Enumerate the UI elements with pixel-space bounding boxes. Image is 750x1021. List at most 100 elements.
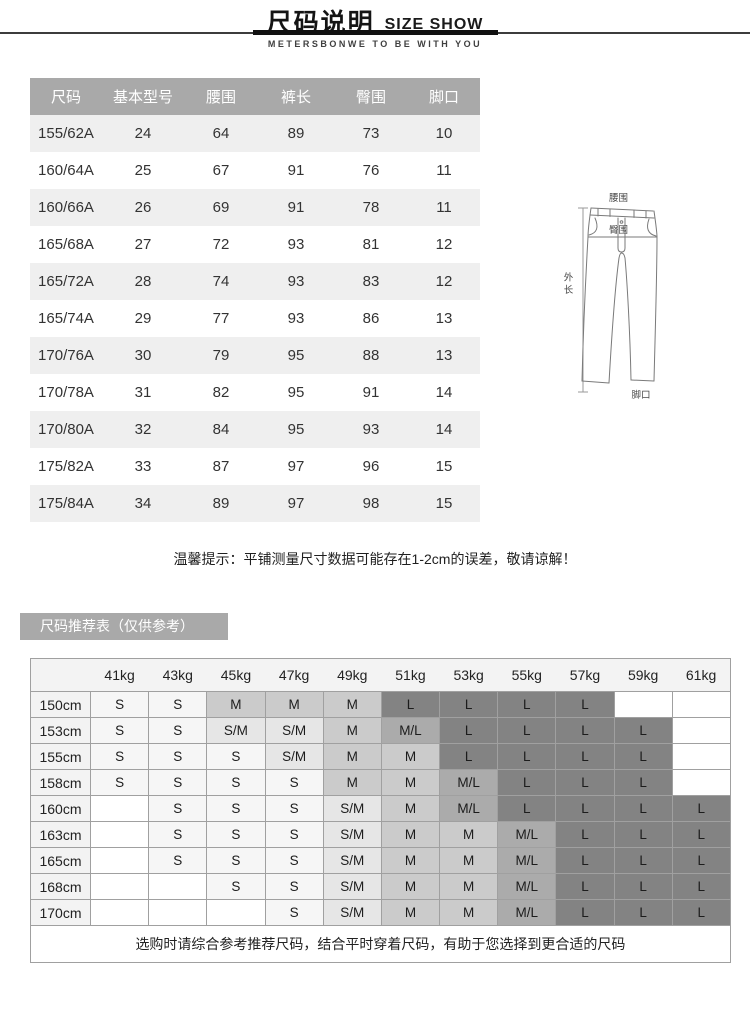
rec-size-cell bbox=[89, 795, 150, 822]
rec-size-cell: L bbox=[555, 899, 615, 926]
rec-size-cell: M bbox=[380, 795, 441, 822]
rec-size-cell: S bbox=[264, 769, 324, 796]
rec-size-cell: L bbox=[555, 795, 615, 822]
height-label: 158cm bbox=[30, 769, 91, 796]
weight-header: 49kg bbox=[323, 658, 382, 692]
size-cell: 64 bbox=[184, 115, 258, 152]
weight-header: 53kg bbox=[439, 658, 498, 692]
height-label: 155cm bbox=[30, 743, 91, 770]
rec-size-cell: S/M bbox=[264, 743, 324, 770]
size-cell: 98 bbox=[334, 485, 408, 522]
rec-size-cell: S bbox=[206, 847, 266, 874]
rec-size-cell: S bbox=[148, 795, 208, 822]
size-column-header: 裤长 bbox=[258, 78, 334, 115]
rec-size-cell: S bbox=[206, 873, 266, 900]
size-cell: 27 bbox=[102, 226, 184, 263]
rec-size-cell bbox=[89, 899, 150, 926]
size-cell: 13 bbox=[408, 337, 480, 374]
page-header: 尺码说明 SIZE SHOW METERSBONWE TO BE WITH YOU bbox=[0, 0, 750, 49]
rec-size-cell: L bbox=[555, 821, 615, 848]
size-cell: 95 bbox=[258, 337, 334, 374]
rec-size-cell: L bbox=[613, 847, 673, 874]
size-cell: 170/80A bbox=[30, 411, 102, 448]
rec-size-cell: L bbox=[613, 743, 673, 770]
rec-size-cell: S bbox=[264, 899, 324, 926]
size-cell: 96 bbox=[334, 448, 408, 485]
size-measurement-table: 尺码 基本型号 腰围 裤长 臀围 脚口 155/62A 24 64 89 73 10 160/64A 2… bbox=[30, 78, 480, 522]
size-cell: 170/76A bbox=[30, 337, 102, 374]
size-cell: 93 bbox=[258, 300, 334, 337]
size-cell: 86 bbox=[334, 300, 408, 337]
rec-size-cell: S/M bbox=[322, 847, 382, 874]
rec-size-cell: L bbox=[613, 769, 673, 796]
rec-size-cell: L bbox=[555, 691, 615, 718]
size-cell: 15 bbox=[408, 448, 480, 485]
size-column-header: 尺码 bbox=[30, 78, 102, 115]
rec-size-cell: M/L bbox=[497, 899, 557, 926]
size-cell: 93 bbox=[258, 226, 334, 263]
rec-size-cell: S bbox=[89, 717, 150, 744]
size-cell: 14 bbox=[408, 411, 480, 448]
size-cell: 87 bbox=[184, 448, 258, 485]
rec-table-row: 153cm S S S/M S/M M M/L L L L L bbox=[30, 717, 731, 744]
size-cell: 31 bbox=[102, 374, 184, 411]
height-label: 163cm bbox=[30, 821, 91, 848]
rec-size-cell: L bbox=[497, 743, 557, 770]
size-table-row: 170/80A 32 84 95 93 14 bbox=[30, 411, 480, 448]
rec-size-cell: L bbox=[671, 795, 731, 822]
size-table-row: 160/66A 26 69 91 78 11 bbox=[30, 189, 480, 226]
size-table-row: 165/68A 27 72 93 81 12 bbox=[30, 226, 480, 263]
weight-header: 45kg bbox=[206, 658, 266, 692]
size-cell: 13 bbox=[408, 300, 480, 337]
size-cell: 14 bbox=[408, 374, 480, 411]
size-cell: 78 bbox=[334, 189, 408, 226]
rec-size-cell: L bbox=[439, 691, 499, 718]
size-cell: 83 bbox=[334, 263, 408, 300]
size-table-row: 155/62A 24 64 89 73 10 bbox=[30, 115, 480, 152]
size-table-row: 175/82A 33 87 97 96 15 bbox=[30, 448, 480, 485]
rec-size-cell bbox=[671, 717, 731, 744]
rec-size-cell: L bbox=[613, 795, 673, 822]
size-cell: 175/84A bbox=[30, 485, 102, 522]
rec-size-cell: L bbox=[671, 873, 731, 900]
height-label: 150cm bbox=[30, 691, 91, 718]
size-cell: 93 bbox=[258, 263, 334, 300]
recommendation-section-title: 尺码推荐表（仅供参考） bbox=[20, 613, 228, 640]
hip-measure-label: 臀围 bbox=[608, 225, 628, 236]
size-cell: 170/78A bbox=[30, 374, 102, 411]
size-table-row: 175/84A 34 89 97 98 15 bbox=[30, 485, 480, 522]
rec-table-row: 155cm S S S S/M M M L L L L bbox=[30, 743, 731, 770]
rec-size-cell: M bbox=[322, 691, 382, 718]
size-cell: 91 bbox=[258, 189, 334, 226]
weight-header: 57kg bbox=[555, 658, 615, 692]
rec-size-cell: S/M bbox=[322, 899, 382, 926]
height-label: 153cm bbox=[30, 717, 91, 744]
size-table-header-row: 尺码 基本型号 腰围 裤长 臀围 脚口 bbox=[30, 78, 480, 115]
size-table-row: 160/64A 25 67 91 76 11 bbox=[30, 152, 480, 189]
size-cell: 89 bbox=[184, 485, 258, 522]
size-cell: 28 bbox=[102, 263, 184, 300]
rec-size-cell: L bbox=[497, 691, 557, 718]
rec-size-cell: M bbox=[439, 821, 499, 848]
weight-header: 61kg bbox=[672, 658, 731, 692]
header-divider-thick-line bbox=[253, 30, 498, 35]
rec-size-cell: M/L bbox=[380, 717, 441, 744]
rec-size-cell bbox=[671, 691, 731, 718]
size-cell: 10 bbox=[408, 115, 480, 152]
rec-size-cell: L bbox=[555, 769, 615, 796]
size-cell: 67 bbox=[184, 152, 258, 189]
size-cell: 165/74A bbox=[30, 300, 102, 337]
rec-size-cell: M bbox=[380, 873, 441, 900]
rec-size-cell: M bbox=[380, 821, 441, 848]
rec-size-cell: M bbox=[439, 899, 499, 926]
size-table-row: 170/78A 31 82 95 91 14 bbox=[30, 374, 480, 411]
rec-size-cell bbox=[89, 847, 150, 874]
brand-slogan: METERSBONWE TO BE WITH YOU bbox=[267, 39, 483, 49]
size-cell: 88 bbox=[334, 337, 408, 374]
header-divider bbox=[0, 30, 750, 35]
size-cell: 11 bbox=[408, 152, 480, 189]
rec-size-cell bbox=[671, 743, 731, 770]
waist-measure-label: 腰围 bbox=[608, 193, 628, 204]
size-cell: 95 bbox=[258, 374, 334, 411]
